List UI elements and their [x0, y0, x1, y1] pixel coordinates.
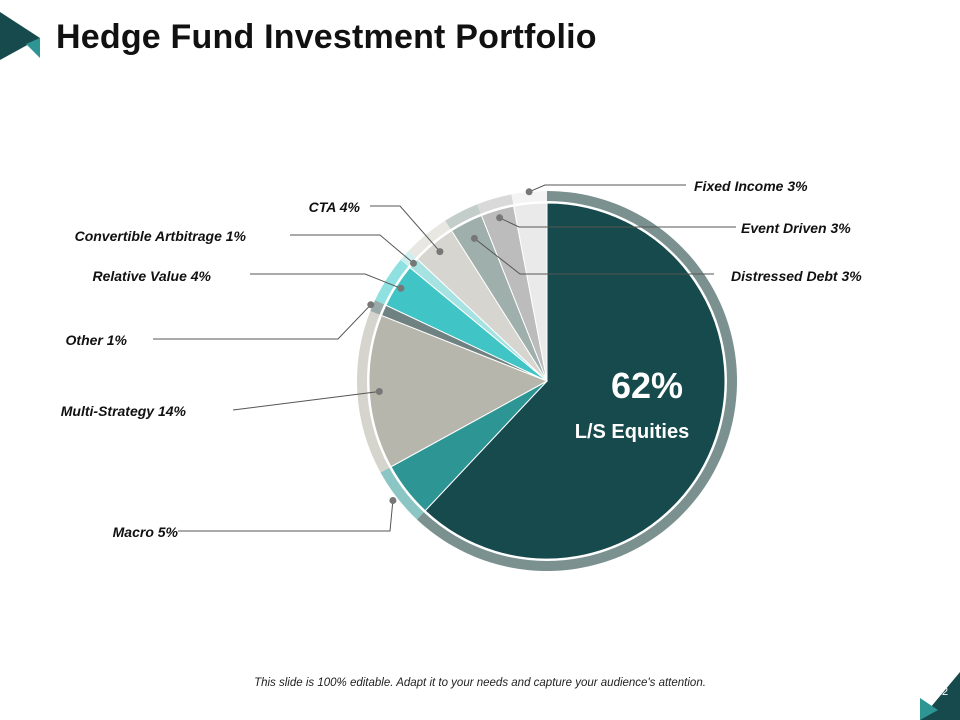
leader-line-distressed-debt [474, 238, 714, 275]
leader-dot-other [367, 301, 375, 309]
leader-dot-cta [436, 248, 444, 256]
slice-label-macro: Macro 5% [113, 524, 179, 540]
leader-line-relative-value [250, 273, 402, 289]
title-accent-logo [0, 12, 40, 60]
leader-line-convertible-artbitrage [290, 234, 414, 264]
highlight-value: 62% [611, 365, 683, 406]
leader-line-macro [178, 500, 394, 532]
leader-dot-relative-value [397, 284, 405, 292]
slice-label-convertible-artbitrage: Convertible Artbitrage 1% [75, 228, 247, 244]
slice-label-distressed-debt: Distressed Debt 3% [731, 268, 862, 284]
leader-dot-event-driven [496, 214, 504, 222]
slice-label-event-driven: Event Driven 3% [741, 220, 851, 236]
slice-label-relative-value: Relative Value 4% [92, 268, 211, 284]
slice-label-fixed-income: Fixed Income 3% [694, 178, 808, 194]
slice-label-cta: CTA 4% [309, 199, 361, 215]
footer-note: This slide is 100% editable. Adapt it to… [254, 677, 706, 689]
pie-slice-l-s-equities [424, 202, 726, 560]
pie-slice-multi-strategy [368, 314, 549, 468]
page-corner-accent [920, 672, 960, 720]
leader-dot-multi-strategy [375, 388, 383, 395]
leader-line-event-driven [499, 217, 736, 228]
leader-line-cta [370, 205, 441, 252]
slice-label-other: Other 1% [66, 332, 128, 348]
pie-slice-fixed-income [513, 202, 548, 382]
leader-dot-convertible-artbitrage [410, 259, 417, 267]
page-number: 22 [935, 686, 949, 698]
leader-line-multi-strategy [232, 391, 380, 411]
leader-dot-fixed-income [525, 188, 533, 196]
leader-line-other [153, 304, 372, 340]
leader-line-fixed-income [528, 184, 686, 193]
slice-label-multi-strategy: Multi-Strategy 14% [61, 403, 187, 419]
leader-dot-macro [389, 497, 397, 504]
page-title: Hedge Fund Investment Portfolio [56, 18, 597, 56]
leader-dot-distressed-debt [470, 234, 478, 242]
highlight-label: L/S Equities [575, 421, 689, 443]
